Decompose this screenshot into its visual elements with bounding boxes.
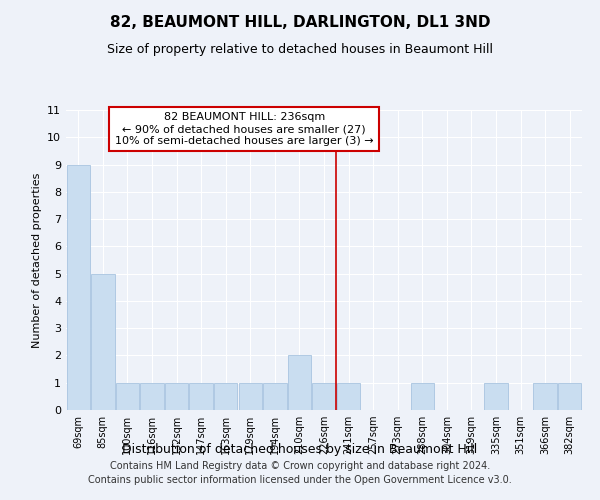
- Text: 82, BEAUMONT HILL, DARLINGTON, DL1 3ND: 82, BEAUMONT HILL, DARLINGTON, DL1 3ND: [110, 15, 490, 30]
- Text: Size of property relative to detached houses in Beaumont Hill: Size of property relative to detached ho…: [107, 42, 493, 56]
- Bar: [165, 382, 188, 410]
- Bar: [484, 382, 508, 410]
- Text: 82 BEAUMONT HILL: 236sqm
← 90% of detached houses are smaller (27)
10% of semi-d: 82 BEAUMONT HILL: 236sqm ← 90% of detach…: [115, 112, 373, 146]
- Bar: [239, 382, 262, 410]
- Bar: [288, 356, 311, 410]
- Text: Distribution of detached houses by size in Beaumont Hill: Distribution of detached houses by size …: [122, 442, 478, 456]
- Bar: [337, 382, 360, 410]
- Bar: [313, 382, 335, 410]
- Bar: [190, 382, 213, 410]
- Bar: [533, 382, 557, 410]
- Bar: [214, 382, 238, 410]
- Bar: [263, 382, 287, 410]
- Bar: [91, 274, 115, 410]
- Bar: [116, 382, 139, 410]
- Bar: [558, 382, 581, 410]
- Bar: [140, 382, 164, 410]
- Bar: [410, 382, 434, 410]
- Bar: [67, 164, 90, 410]
- Text: Contains HM Land Registry data © Crown copyright and database right 2024.
Contai: Contains HM Land Registry data © Crown c…: [88, 461, 512, 485]
- Y-axis label: Number of detached properties: Number of detached properties: [32, 172, 41, 348]
